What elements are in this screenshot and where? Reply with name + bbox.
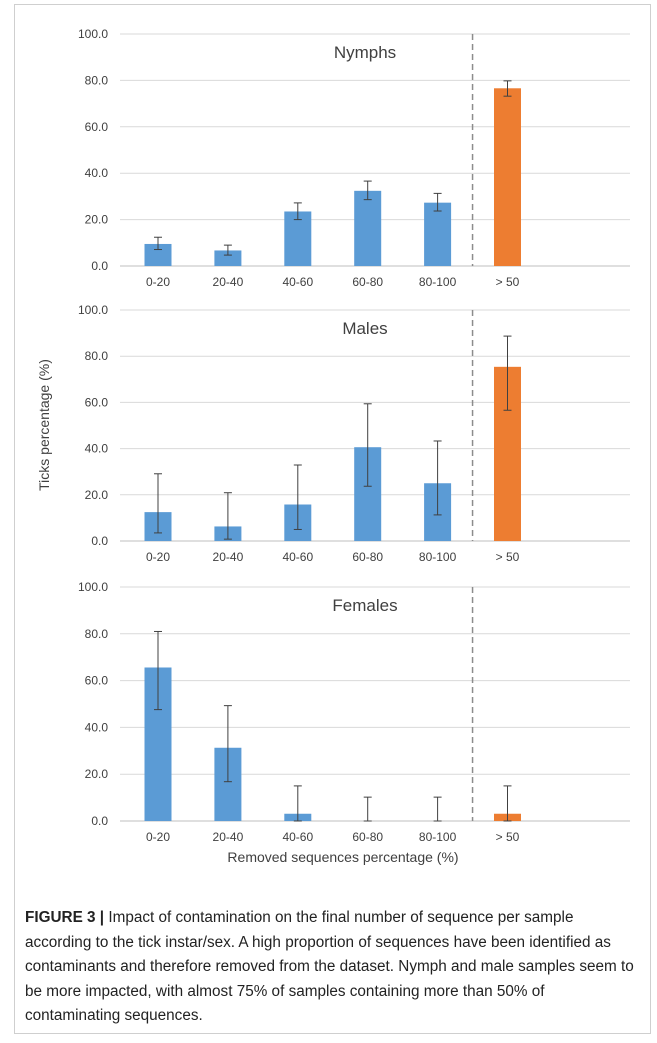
figure-frame <box>14 4 651 1034</box>
y-tick-label: 20.0 <box>85 767 109 781</box>
y-tick-label: 0.0 <box>91 259 108 273</box>
bar <box>284 211 312 266</box>
x-tick-label: 20-40 <box>213 275 244 289</box>
chart-panel-nymphs: 0.0 20.0 40.0 60.0 80.0 100.0 Nymphs 0-20 20-40 4… <box>78 27 630 289</box>
x-tick-label: > 50 <box>496 550 520 564</box>
y-tick-label: 80.0 <box>85 349 109 363</box>
y-tick-label: 60.0 <box>85 674 109 688</box>
x-axis-label: Removed sequences percentage (%) <box>227 849 458 865</box>
y-axis-label: Ticks percentage (%) <box>36 359 52 491</box>
y-tick-label: 20.0 <box>85 213 109 227</box>
y-tick-label: 80.0 <box>85 627 109 641</box>
bar <box>214 250 242 266</box>
x-tick-label: 0-20 <box>146 550 170 564</box>
caption-text: Impact of contamination on the final num… <box>25 909 634 1024</box>
y-tick-label: 60.0 <box>85 395 109 409</box>
bar <box>354 190 382 266</box>
y-tick-label: 100.0 <box>78 303 108 317</box>
chart-panel-males: 0.0 20.0 40.0 60.0 80.0 100.0 Males 0-20 20-40 40… <box>78 303 630 564</box>
bar <box>144 243 172 266</box>
figure-caption: FIGURE 3 | Impact of contamination on th… <box>25 906 635 1029</box>
y-tick-label: 0.0 <box>91 814 108 828</box>
x-tick-label: 20-40 <box>213 830 244 844</box>
x-tick-label: 60-80 <box>352 275 383 289</box>
x-tick-label: 40-60 <box>282 830 313 844</box>
chart-panel-females: 0.0 20.0 40.0 60.0 80.0 100.0 Females 0-20 20-40… <box>78 580 630 844</box>
caption-label: FIGURE 3 | <box>25 909 105 926</box>
y-tick-label: 40.0 <box>85 720 109 734</box>
y-tick-label: 40.0 <box>85 166 109 180</box>
chart-title: Nymphs <box>334 43 396 62</box>
x-tick-label: 0-20 <box>146 830 170 844</box>
x-tick-label: > 50 <box>496 830 520 844</box>
x-tick-label: 80-100 <box>419 275 457 289</box>
x-tick-label: 60-80 <box>352 550 383 564</box>
bar <box>494 88 521 267</box>
figure-chart: Ticks percentage (%) Removed sequences p… <box>36 27 630 865</box>
x-tick-label: 80-100 <box>419 830 457 844</box>
x-tick-label: 40-60 <box>282 275 313 289</box>
y-tick-label: 60.0 <box>85 120 109 134</box>
y-tick-label: 100.0 <box>78 27 108 41</box>
chart-title: Females <box>332 596 397 615</box>
x-tick-label: 60-80 <box>352 830 383 844</box>
y-tick-label: 100.0 <box>78 580 108 594</box>
chart-title: Males <box>342 319 387 338</box>
y-tick-label: 80.0 <box>85 73 109 87</box>
x-tick-label: 80-100 <box>419 550 457 564</box>
y-tick-label: 0.0 <box>91 534 108 548</box>
x-tick-label: 40-60 <box>282 550 313 564</box>
bar <box>424 202 452 266</box>
x-tick-label: 20-40 <box>213 550 244 564</box>
x-tick-label: 0-20 <box>146 275 170 289</box>
x-tick-label: > 50 <box>496 275 520 289</box>
y-tick-label: 20.0 <box>85 488 109 502</box>
y-tick-label: 40.0 <box>85 442 109 456</box>
